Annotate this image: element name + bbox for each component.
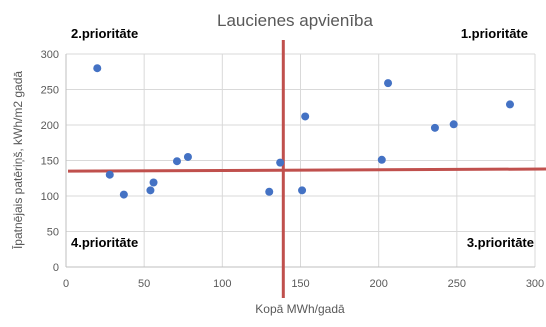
grid-lines <box>66 53 536 267</box>
data-point <box>430 123 439 132</box>
data-point <box>149 178 158 187</box>
quadrant-label-bottom-right: 3.prioritāte <box>467 235 534 250</box>
data-points <box>93 64 514 199</box>
data-point <box>265 187 274 196</box>
data-point <box>183 152 192 161</box>
x-tick-label: 0 <box>63 278 69 290</box>
x-axis-label: Kopā MWh/gadā <box>255 302 345 316</box>
data-point <box>119 190 128 199</box>
data-point <box>105 170 114 179</box>
x-tick-label: 100 <box>213 278 231 290</box>
chart-title: Laucienes apvienība <box>217 11 374 30</box>
tick-labels: 0 50 100 150 200 250 300 0 50 100 150 200 250 300 <box>41 49 545 290</box>
y-tick-label: 300 <box>41 49 59 61</box>
data-point <box>505 100 514 109</box>
y-tick-label: 250 <box>41 85 59 97</box>
data-point <box>276 158 285 167</box>
data-point <box>298 186 307 195</box>
y-tick-label: 50 <box>47 227 59 239</box>
y-tick-label: 200 <box>41 120 59 132</box>
y-tick-label: 100 <box>41 191 59 203</box>
x-tick-label: 50 <box>138 278 150 290</box>
data-point <box>449 120 458 129</box>
x-tick-label: 200 <box>369 278 387 290</box>
y-tick-label: 0 <box>53 262 59 274</box>
data-point <box>377 155 386 164</box>
y-axis-label: Īpatnējais patēriņš, kWh/m2 gadā <box>11 71 25 249</box>
data-point <box>301 112 310 121</box>
x-tick-label: 250 <box>448 278 466 290</box>
data-point <box>172 157 181 166</box>
data-point <box>384 79 393 88</box>
horizontal-reference-line <box>67 167 546 173</box>
y-tick-label: 150 <box>41 156 59 168</box>
quadrant-label-top-left: 2.prioritāte <box>71 26 138 41</box>
reference-lines <box>67 40 546 298</box>
data-point <box>146 186 155 195</box>
data-point <box>93 64 102 73</box>
x-tick-label: 300 <box>526 278 544 290</box>
x-tick-label: 150 <box>291 278 309 290</box>
quadrant-label-top-right: 1.prioritāte <box>461 26 528 41</box>
quadrant-label-bottom-left: 4.prioritāte <box>71 235 138 250</box>
axes <box>65 54 535 268</box>
